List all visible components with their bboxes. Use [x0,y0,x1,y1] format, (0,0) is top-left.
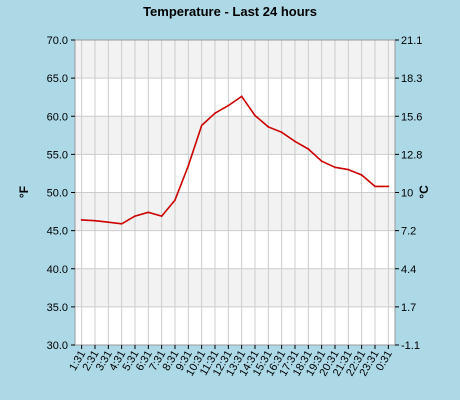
x-axis: 1:312:313:314:315:316:317:318:319:3110:3… [67,345,395,378]
temperature-point [94,219,96,222]
temperature-point [174,199,176,202]
right-axis: 21.1 18.3 15.6 12.8 10 7.2 4.4 1.7 -1.1 [395,35,422,352]
temperature-point [160,215,163,218]
temperature-point [320,160,323,163]
temperature-line [81,95,389,225]
y2-tick-label: 15.6 [401,111,422,123]
plot-band [75,116,395,155]
plot-band [75,268,395,307]
temperature-point [187,164,190,167]
temperature-point [280,131,283,134]
temperature-point [200,124,203,127]
plot-band [75,78,395,117]
temperature-point [147,211,150,214]
temperature-point [347,168,350,171]
temperature-point [387,185,390,188]
temperature-point [227,104,230,107]
y2-tick-label: 4.4 [401,264,416,276]
temperature-point [134,215,136,218]
y-tick-label: 55.0 [47,149,68,161]
y2-tick-label: 7.2 [401,226,416,238]
temperature-point [307,148,310,150]
temperature-point [254,114,256,117]
y-tick-label: 45.0 [47,226,68,238]
left-axis: 70.0 65.0 60.0 55.0 50.0 45.0 40.0 35.0 30.0 [47,35,75,352]
y2-tick-label: 21.1 [401,35,422,47]
y-tick-label: 40.0 [47,264,68,276]
plot-bands [75,40,395,345]
y-tick-label: 30.0 [47,340,68,352]
y-tick-label: 50.0 [47,188,68,200]
y2-tick-label: 12.8 [401,149,422,161]
plot-band [75,306,395,345]
temperature-point [107,221,110,224]
y-axis-label: °F [17,186,31,198]
series-layer [80,95,390,225]
y-tick-label: 65.0 [47,73,68,85]
plot-band [75,192,395,231]
temperature-point [294,140,296,143]
grid-lines [75,40,395,345]
y2-tick-label: 10 [401,188,413,200]
plot-band [75,154,395,193]
chart-title: Temperature - Last 24 hours [143,4,317,19]
plot-band [75,230,395,269]
temperature-point [80,219,83,221]
temperature-point [267,126,270,128]
temperature-point [214,112,216,115]
temperature-point [334,166,336,169]
temperature-point [120,222,123,225]
y-tick-label: 35.0 [47,302,68,314]
y2-axis-label: °C [417,185,431,199]
y2-tick-label: 1.7 [401,302,416,314]
y2-tick-label: -1.1 [401,340,420,352]
temperature-point [240,95,243,98]
plot-band [75,40,395,79]
y2-tick-label: 18.3 [401,73,422,85]
temperature-point [360,174,363,176]
temperature-point [374,185,376,188]
y-tick-label: 60.0 [47,111,68,123]
y-tick-label: 70.0 [47,35,68,47]
